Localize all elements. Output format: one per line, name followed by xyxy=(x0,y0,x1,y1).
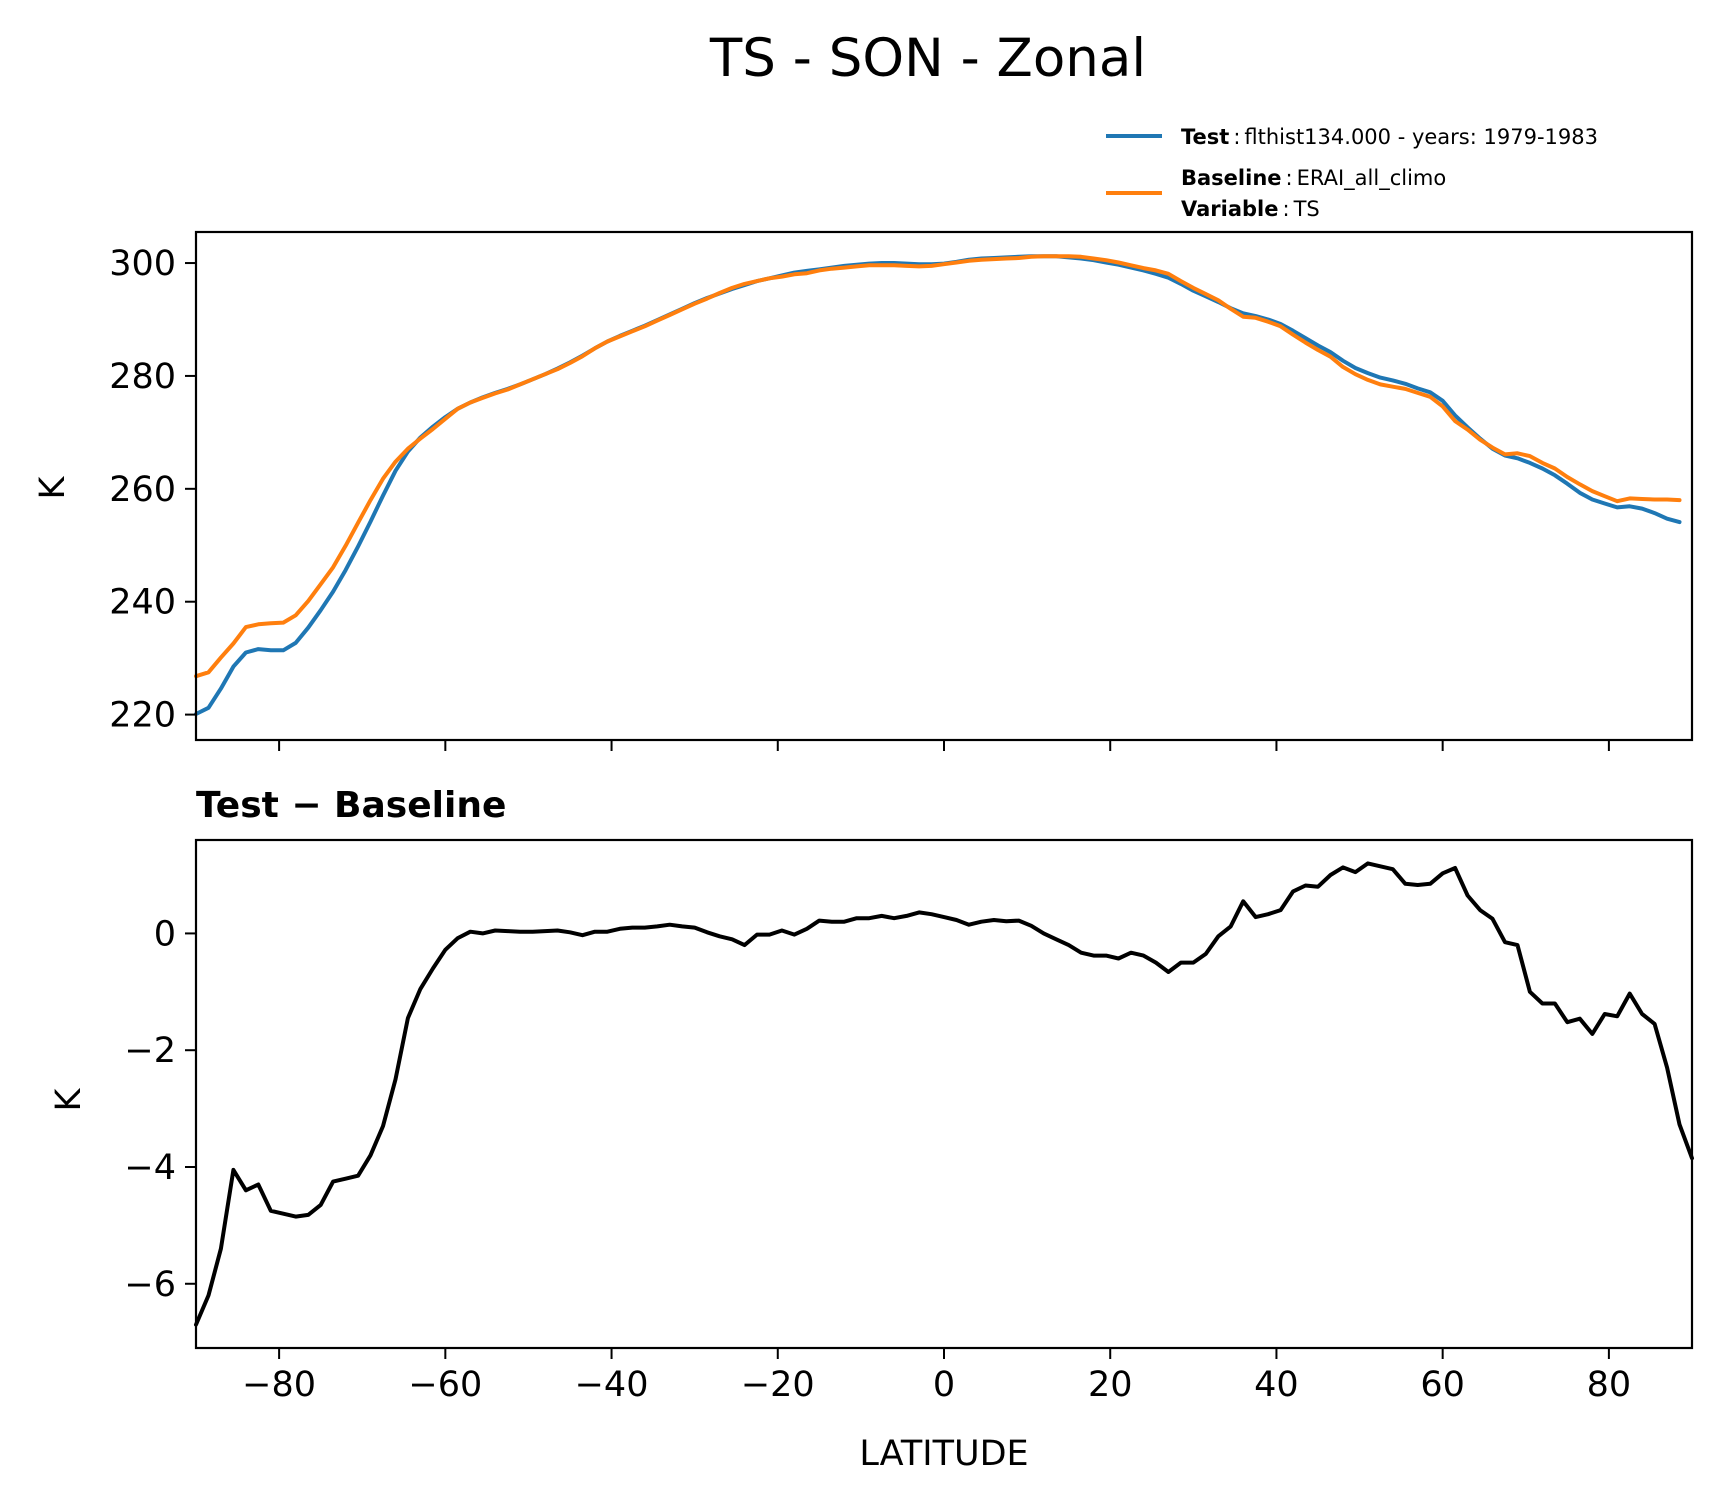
zonal-mean-y-tick-label: 260 xyxy=(109,470,176,510)
difference-y-label: K xyxy=(49,1087,89,1111)
zonal-mean-line-baseline xyxy=(194,254,1682,679)
zonal-mean-y-tick-label: 280 xyxy=(109,357,176,397)
difference-y-tick-label: −6 xyxy=(124,1265,176,1305)
difference-y-tick-label: −4 xyxy=(124,1148,176,1188)
legend-variable-sep: : xyxy=(1282,197,1289,221)
difference-x-ticks: −80 −60 −40 −20 0 20 40 60 80 xyxy=(242,1348,1631,1405)
legend-variable-entry: Variable: TS xyxy=(1181,197,1320,221)
difference-y-tick-label: 0 xyxy=(154,914,176,954)
difference-subtitle: Test − Baseline xyxy=(196,785,506,826)
zonal-mean-y-tick-label: 300 xyxy=(109,244,176,284)
difference-series-layer xyxy=(194,861,1694,1327)
zonal-mean-series-layer xyxy=(194,254,1682,716)
legend-baseline-key: Baseline xyxy=(1181,166,1282,190)
x-tick-label: 60 xyxy=(1420,1365,1465,1405)
x-tick-label: 40 xyxy=(1254,1365,1299,1405)
x-tick-label: −40 xyxy=(575,1365,649,1405)
legend-test-entry: Test: flthist134.000 - years: 1979-1983 xyxy=(1181,125,1598,149)
zonal-mean-y-label: K xyxy=(33,475,73,499)
x-tick-label: −80 xyxy=(242,1365,316,1405)
zonal-mean-panel: 220 240 260 280 300 K xyxy=(33,230,1694,751)
difference-line-test-baseline xyxy=(194,861,1694,1327)
chart-title: TS - SON - Zonal xyxy=(709,28,1146,89)
x-tick-label: 20 xyxy=(1088,1365,1133,1405)
x-tick-label: 80 xyxy=(1587,1365,1632,1405)
legend-test-sep: : xyxy=(1233,125,1240,149)
difference-panel: Test − Baseline −6−4−20 −80 −60 −40 −20 0 20 4… xyxy=(49,785,1694,1474)
legend-test-key: Test xyxy=(1181,125,1229,149)
x-axis-label: LATITUDE xyxy=(859,1434,1028,1474)
legend-baseline-sep: : xyxy=(1286,166,1293,190)
legend-baseline-entry: Baseline: ERAI_all_climo xyxy=(1181,166,1446,191)
difference-y-ticks: −6 −4 −2 0 xyxy=(124,914,196,1305)
zonal-mean-y-tick-label: 220 xyxy=(109,696,176,736)
zonal-mean-y-ticks: 220 240 260 280 300 xyxy=(109,244,196,736)
legend-variable-key: Variable xyxy=(1181,197,1278,221)
legend-baseline-value: ERAI_all_climo xyxy=(1297,166,1447,191)
x-tick-label: −60 xyxy=(408,1365,482,1405)
x-tick-label: −20 xyxy=(741,1365,815,1405)
difference-y-tick-label: −2 xyxy=(124,1031,176,1071)
zonal-mean-y-tick-label: 240 xyxy=(109,583,176,623)
legend-test-value: flthist134.000 - years: 1979-1983 xyxy=(1244,125,1598,149)
x-tick-label: 0 xyxy=(933,1365,955,1405)
legend-variable-value: TS xyxy=(1293,197,1320,221)
zonal-mean-x-ticks xyxy=(278,740,1610,751)
legend: Test: flthist134.000 - years: 1979-1983 B… xyxy=(1106,125,1598,221)
